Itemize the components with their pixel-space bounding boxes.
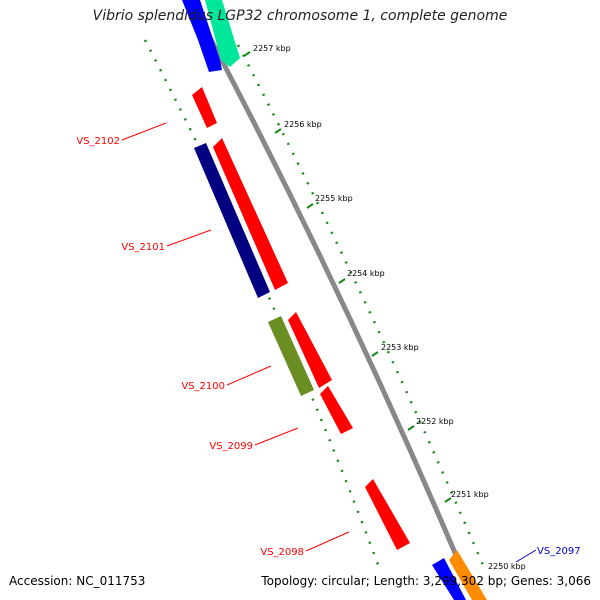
gc-track-outer: [236, 44, 487, 571]
cds-feature-vs2100: [268, 316, 314, 396]
tick-label: 2257 kbp: [253, 44, 291, 53]
tick-label: 2256 kbp: [284, 120, 322, 129]
gene-label: VS_2101: [121, 242, 165, 253]
tick-label: 2252 kbp: [416, 417, 454, 426]
cds-feature-vs2098: [365, 479, 410, 550]
tick-mark: [371, 351, 379, 357]
gene-label: VS_2100: [181, 381, 225, 392]
cds-feature-vs2102: [192, 87, 217, 128]
tick-label: 2253 kbp: [381, 343, 419, 352]
tick-mark: [243, 51, 251, 57]
genome-stats-text: Topology: circular; Length: 3,299,302 bp…: [261, 574, 591, 588]
map-title: Vibrio splendidus LGP32 chromosome 1, co…: [92, 8, 508, 24]
cds-feature-vs2099: [320, 386, 353, 434]
cds-feature-vs2101: [194, 143, 270, 298]
cds-feature-vs2097-blue: [432, 558, 466, 600]
tick-label: 2250 kbp: [488, 562, 526, 571]
label-leader-line: [515, 549, 537, 563]
tick-label: 2251 kbp: [451, 490, 489, 499]
chromosome-backbone: [187, 0, 478, 600]
gene-label: VS_2098: [260, 547, 304, 558]
cds-feature-teal: [205, 0, 240, 67]
cds-feature-red-mid: [288, 312, 332, 388]
cds-feature-red-long: [213, 138, 288, 290]
gene-label: VS_2099: [209, 441, 253, 452]
label-leader-line: [305, 531, 350, 552]
tick-mark: [306, 203, 314, 209]
tick-mark: [407, 425, 415, 431]
tick-mark: [274, 128, 282, 134]
label-leader-line: [254, 427, 299, 446]
tick-label: 2255 kbp: [315, 194, 353, 203]
label-leader-line: [166, 229, 212, 247]
tick-mark: [338, 278, 346, 284]
label-leader-line: [121, 122, 167, 141]
tick-mark: [444, 497, 452, 503]
label-leader-line: [226, 365, 272, 386]
gene-label: VS_2102: [76, 136, 120, 147]
accession-text: Accession: NC_011753: [9, 574, 146, 588]
tick-label: 2254 kbp: [347, 269, 385, 278]
cds-feature-orange: [449, 550, 487, 600]
gene-label: VS_2097: [537, 546, 581, 557]
cds-feature-blue: [182, 0, 222, 72]
